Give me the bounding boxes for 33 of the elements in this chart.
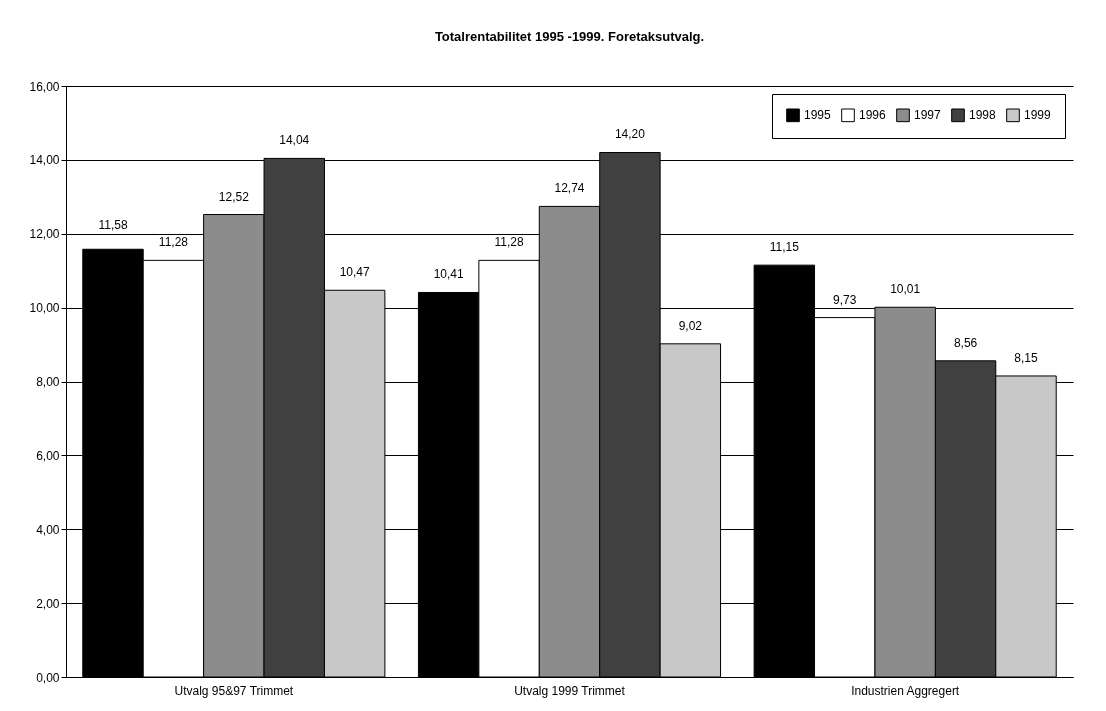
data-label: 10,41: [433, 267, 464, 282]
legend-label: 1996: [859, 108, 887, 123]
data-label: 8,56: [953, 335, 978, 350]
x-tick-label: Industrien Aggregert: [851, 683, 960, 698]
data-label: 11,28: [494, 235, 524, 250]
data-label: 9,02: [678, 318, 703, 333]
y-tick-label: 0,00: [36, 670, 60, 685]
data-label: 11,15: [769, 240, 800, 255]
data-label: 8,15: [1014, 350, 1039, 365]
data-label: 10,47: [339, 265, 371, 280]
chart-title: Totalrentabilitet 1995 -1999. Foretaksutvalg.: [434, 29, 705, 44]
data-label: 11,58: [98, 217, 128, 232]
data-label: 14,04: [279, 133, 310, 148]
data-label: 12,52: [218, 189, 250, 204]
legend-label: 1997: [914, 108, 942, 123]
y-tick-label: 14,00: [29, 153, 60, 168]
y-tick-label: 12,00: [29, 227, 60, 242]
x-tick-label: Utvalg 1999 Trimmet: [514, 683, 626, 698]
data-label: 9,73: [833, 292, 857, 307]
x-tick-label: Utvalg 95&97 Trimmet: [174, 683, 294, 698]
legend-label: 1998: [969, 108, 997, 123]
data-label: 10,01: [890, 282, 921, 297]
y-tick-label: 10,00: [29, 301, 60, 316]
data-label: 14,20: [614, 127, 646, 142]
legend-label: 1995: [804, 108, 832, 123]
data-label: 11,28: [158, 235, 189, 250]
legend-label: 1999: [1024, 108, 1052, 123]
y-tick-label: 6,00: [36, 448, 60, 463]
y-tick-label: 16,00: [29, 79, 60, 94]
data-label: 12,74: [554, 181, 585, 196]
y-tick-label: 8,00: [36, 375, 60, 389]
y-tick-label: 2,00: [36, 596, 60, 611]
y-tick-label: 4,00: [36, 522, 60, 537]
